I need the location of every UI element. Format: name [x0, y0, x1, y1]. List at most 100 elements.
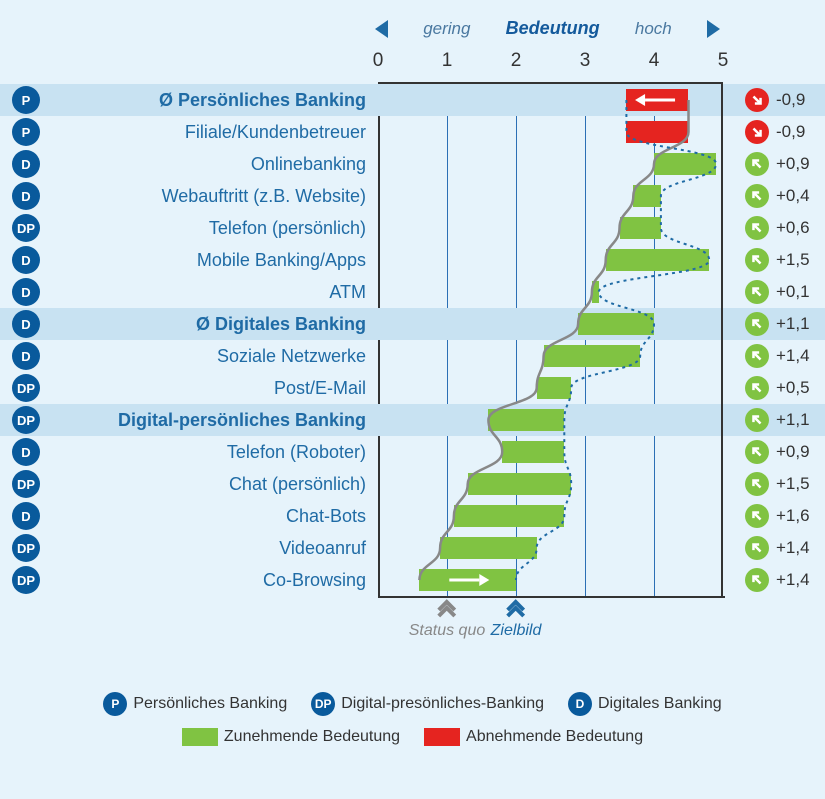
- change-value: +0,1: [776, 282, 810, 302]
- legend-label: Digitales Banking: [598, 695, 722, 713]
- category-badge: D: [12, 182, 40, 210]
- arrow-right-icon: [707, 20, 720, 38]
- legend-item: D Digitales Banking: [568, 692, 722, 716]
- row-label: Post/E-Mail: [46, 378, 366, 399]
- xtick: 1: [442, 50, 453, 72]
- arrow-left-icon: [375, 20, 388, 38]
- legend-label: Abnehmende Bedeutung: [466, 728, 643, 746]
- arrow-up-icon: [745, 312, 769, 336]
- category-badge: DP: [12, 470, 40, 498]
- header-high: hoch: [635, 19, 672, 39]
- plot-frame: [378, 82, 723, 596]
- legend-label: Digital-presönliches-Banking: [341, 695, 544, 713]
- legend-badge-icon: P: [103, 692, 127, 716]
- row-label: Chat (persönlich): [46, 474, 366, 495]
- status-quo-label: Status quo: [409, 622, 486, 640]
- status-quo-marker: Status quo: [409, 598, 486, 640]
- xtick: 4: [649, 50, 660, 72]
- category-badge: DP: [12, 406, 40, 434]
- row-label: Soziale Netzwerke: [46, 346, 366, 367]
- arrow-up-icon: [745, 568, 769, 592]
- row-label: Videoanruf: [46, 538, 366, 559]
- legend: P Persönliches Banking DP Digital-presönlic…: [0, 692, 825, 758]
- legend-badge-icon: DP: [311, 692, 335, 716]
- change-value: +1,1: [776, 410, 810, 430]
- arrow-up-icon: [745, 440, 769, 464]
- category-badge: D: [12, 502, 40, 530]
- category-badge: D: [12, 246, 40, 274]
- arrow-up-icon: [745, 536, 769, 560]
- change-value: +1,6: [776, 506, 810, 526]
- arrow-up-icon: [745, 248, 769, 272]
- xtick: 3: [580, 50, 591, 72]
- row-label: Telefon (persönlich): [46, 218, 366, 239]
- category-badge: DP: [12, 566, 40, 594]
- axis-header: gering Bedeutung hoch: [375, 18, 720, 39]
- chart-wrapper: gering Bedeutung hoch 0 1 2 3 4 5 P Ø Persönli…: [0, 0, 825, 799]
- category-badge: D: [12, 342, 40, 370]
- xtick: 2: [511, 50, 522, 72]
- change-value: +1,4: [776, 570, 810, 590]
- change-value: +1,4: [776, 346, 810, 366]
- change-value: +0,9: [776, 442, 810, 462]
- row-label: Onlinebanking: [46, 154, 366, 175]
- legend-item: P Persönliches Banking: [103, 692, 287, 716]
- zielbild-label: Zielbild: [491, 622, 542, 640]
- xtick: 0: [373, 50, 384, 72]
- row-label: Mobile Banking/Apps: [46, 250, 366, 271]
- change-value: +0,6: [776, 218, 810, 238]
- row-label: Digital-persönliches Banking: [46, 410, 366, 431]
- legend-item: DP Digital-presönliches-Banking: [311, 692, 544, 716]
- row-label: Webauftritt (z.B. Website): [46, 186, 366, 207]
- legend-badges-row: P Persönliches Banking DP Digital-presönlic…: [0, 692, 825, 716]
- change-value: -0,9: [776, 122, 805, 142]
- change-value: +1,5: [776, 474, 810, 494]
- legend-label: Zunehmende Bedeutung: [224, 728, 400, 746]
- category-badge: D: [12, 150, 40, 178]
- arrow-up-icon: [745, 216, 769, 240]
- row-label: ATM: [46, 282, 366, 303]
- arrow-up-icon: [745, 344, 769, 368]
- category-badge: DP: [12, 534, 40, 562]
- row-label: Ø Persönliches Banking: [46, 90, 366, 111]
- category-badge: P: [12, 86, 40, 114]
- arrow-up-icon: [745, 376, 769, 400]
- row-label: Co-Browsing: [46, 570, 366, 591]
- arrow-down-icon: [745, 88, 769, 112]
- arrow-up-icon: [745, 504, 769, 528]
- change-value: +1,1: [776, 314, 810, 334]
- category-badge: DP: [12, 374, 40, 402]
- arrow-up-icon: [745, 408, 769, 432]
- change-value: +1,5: [776, 250, 810, 270]
- legend-item: Zunehmende Bedeutung: [182, 728, 400, 746]
- arrow-down-icon: [745, 120, 769, 144]
- change-value: -0,9: [776, 90, 805, 110]
- arrow-up-icon: [745, 472, 769, 496]
- header-mid: Bedeutung: [506, 18, 600, 39]
- category-badge: P: [12, 118, 40, 146]
- legend-swatches-row: Zunehmende Bedeutung Abnehmende Bedeutung: [0, 728, 825, 746]
- legend-swatch: [424, 728, 460, 746]
- xtick: 5: [718, 50, 729, 72]
- change-value: +1,4: [776, 538, 810, 558]
- category-badge: D: [12, 438, 40, 466]
- arrow-up-icon: [745, 152, 769, 176]
- arrow-up-icon: [745, 280, 769, 304]
- legend-item: Abnehmende Bedeutung: [424, 728, 643, 746]
- row-label: Ø Digitales Banking: [46, 314, 366, 335]
- row-label: Chat-Bots: [46, 506, 366, 527]
- header-low: gering: [423, 19, 470, 39]
- change-value: +0,5: [776, 378, 810, 398]
- category-badge: D: [12, 310, 40, 338]
- change-value: +0,9: [776, 154, 810, 174]
- category-badge: D: [12, 278, 40, 306]
- change-value: +0,4: [776, 186, 810, 206]
- row-label: Telefon (Roboter): [46, 442, 366, 463]
- legend-label: Persönliches Banking: [133, 695, 287, 713]
- legend-badge-icon: D: [568, 692, 592, 716]
- zielbild-marker: Zielbild: [491, 598, 542, 640]
- legend-swatch: [182, 728, 218, 746]
- category-badge: DP: [12, 214, 40, 242]
- row-label: Filiale/Kundenbetreuer: [46, 122, 366, 143]
- arrow-up-icon: [745, 184, 769, 208]
